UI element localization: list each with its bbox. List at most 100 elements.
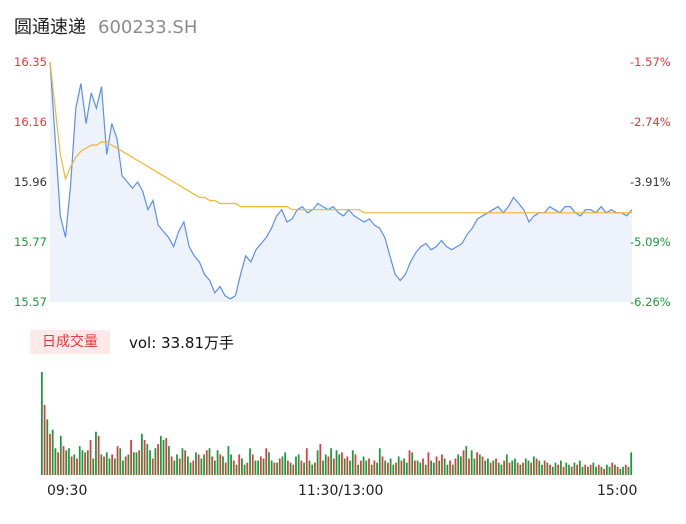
volume-bar (286, 460, 289, 475)
volume-bar (124, 456, 127, 475)
volume-bar (570, 466, 573, 475)
volume-bar (473, 458, 476, 475)
volume-bar (314, 462, 316, 475)
volume-bar (584, 464, 587, 475)
volume-bar (311, 464, 314, 475)
volume-bar (292, 464, 295, 475)
volume-bar (549, 464, 551, 475)
volume-bar (341, 452, 343, 475)
volume-bar (405, 462, 408, 475)
volume-bar (219, 454, 222, 475)
volume-bar (330, 448, 332, 475)
volume-bar (441, 454, 443, 475)
volume-label: vol: 33.81万手 (129, 334, 234, 352)
volume-bar (270, 460, 273, 475)
percent-tick-label: -2.74% (630, 115, 671, 129)
volume-bar (73, 454, 76, 475)
volume-bar (113, 458, 116, 475)
volume-bar (295, 456, 297, 475)
volume-bar (354, 454, 357, 475)
volume-bar (168, 446, 170, 475)
volume-bar (351, 450, 354, 475)
volume-bar (578, 460, 581, 475)
volume-bar (468, 458, 470, 475)
volume-badge: 日成交量 (30, 330, 110, 354)
percent-tick-label: -5.09% (630, 235, 671, 249)
volume-bar (435, 456, 438, 475)
volume-bar (59, 435, 62, 475)
volume-bar (227, 446, 230, 475)
volume-bar (462, 450, 465, 475)
percent-tick-label: -3.91% (630, 175, 671, 189)
volume-bar (378, 448, 381, 475)
volume-bar (503, 460, 506, 475)
volume-bar (316, 450, 319, 475)
volume-bar (427, 452, 430, 475)
volume-bar (370, 464, 373, 475)
volume-bar (86, 450, 89, 475)
volume-bar (141, 433, 143, 475)
volume-bar (362, 456, 365, 475)
volume-bar (514, 458, 516, 475)
volume-bar (62, 446, 65, 475)
volume-bar (249, 448, 251, 475)
volume-bar (262, 458, 265, 475)
volume-bar (451, 464, 454, 475)
volume-bar (176, 454, 178, 475)
price-tick-label: 15.77 (14, 235, 47, 249)
volume-bar (565, 462, 568, 475)
volume-bar (211, 456, 214, 475)
volume-bar (449, 460, 451, 475)
volume-bar (178, 458, 181, 475)
volume-bar (562, 466, 565, 475)
volume-bar (122, 460, 124, 475)
volume-bar (587, 466, 589, 475)
volume-bar (54, 448, 57, 475)
volume-bar (203, 454, 205, 475)
volume-bar (614, 464, 616, 475)
volume-bar (454, 458, 457, 475)
volume-bar (573, 462, 576, 475)
volume-bar (43, 404, 46, 475)
volume-bar (284, 452, 287, 475)
volume-bar (303, 462, 305, 475)
price-tick-label: 15.57 (14, 295, 47, 309)
stock-code: 600233.SH (98, 17, 198, 38)
volume-bar (376, 462, 378, 475)
volume-bar (127, 454, 130, 475)
volume-bar (235, 464, 238, 475)
volume-bar (568, 464, 570, 475)
volume-bar (143, 439, 146, 475)
volume-bar (81, 450, 84, 475)
volume-bar (308, 460, 311, 475)
volume-bar (92, 458, 95, 475)
volume-bar (305, 448, 308, 475)
volume-bar (487, 458, 489, 475)
volume-bar (49, 433, 51, 475)
volume-bar (189, 462, 192, 475)
volume-bar (111, 454, 114, 475)
volume-bar (408, 450, 411, 475)
volume-bar (611, 462, 614, 475)
volume-bar (516, 462, 519, 475)
volume-bar (41, 372, 43, 475)
volume-bar (592, 462, 595, 475)
volume-bar (484, 460, 487, 475)
volume-bar (297, 454, 300, 475)
volume-bar (154, 448, 157, 475)
average-price-line (49, 61, 632, 214)
volume-bar (392, 464, 395, 475)
volume-bar (522, 462, 524, 475)
volume-bar (246, 462, 249, 475)
volume-bar (216, 450, 219, 475)
volume-bar (368, 458, 370, 475)
volume-bar (557, 464, 560, 475)
volume-bar (527, 460, 530, 475)
volume-bar (159, 435, 162, 475)
volume-bar (273, 462, 276, 475)
volume-bar (281, 456, 284, 475)
volume-bar (535, 458, 538, 475)
volume-bar (432, 462, 435, 475)
volume-bar (403, 458, 405, 475)
volume-bar (332, 458, 335, 475)
